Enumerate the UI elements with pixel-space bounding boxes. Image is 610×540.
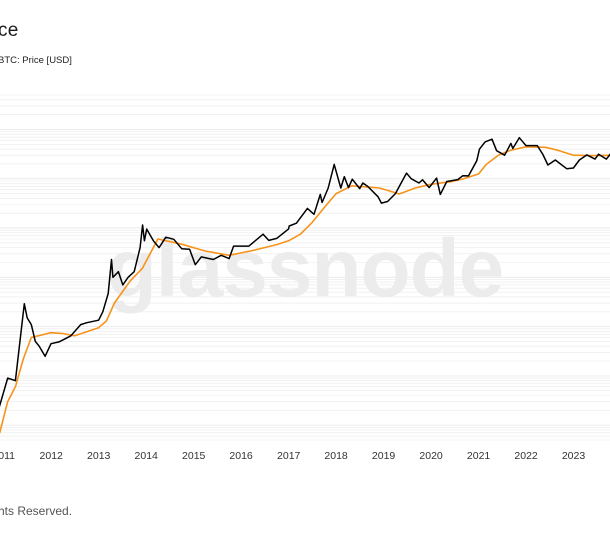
x-axis: 2011 2012 2013 2014 2015 2016 2017 2018 2019 2020… [0, 450, 586, 462]
x-tick-label: 2019 [372, 450, 396, 462]
x-tick-label: 2013 [87, 450, 111, 462]
legend-entry-price[interactable]: BTC: Price [USD] [0, 55, 72, 66]
x-tick-label: 2016 [229, 450, 253, 462]
x-tick-label: 2014 [135, 450, 159, 462]
x-tick-label: 2018 [324, 450, 348, 462]
chart-grid [0, 94, 610, 441]
x-tick-label: 2023 [562, 450, 586, 462]
sma-series-line[interactable] [0, 146, 610, 438]
x-tick-label: 2011 [0, 450, 15, 462]
x-tick-label: 2022 [514, 450, 538, 462]
footer-copyright: hts Reserved. [0, 504, 73, 518]
x-tick-label: 2020 [419, 450, 443, 462]
x-tick-label: 2021 [467, 450, 491, 462]
x-tick-label: 2015 [182, 450, 206, 462]
x-tick-label: 2017 [277, 450, 301, 462]
x-tick-label: 2012 [40, 450, 64, 462]
chart-title: ce [0, 20, 19, 41]
glassnode-watermark: glassnode [107, 223, 504, 314]
price-series-line[interactable] [0, 136, 610, 436]
